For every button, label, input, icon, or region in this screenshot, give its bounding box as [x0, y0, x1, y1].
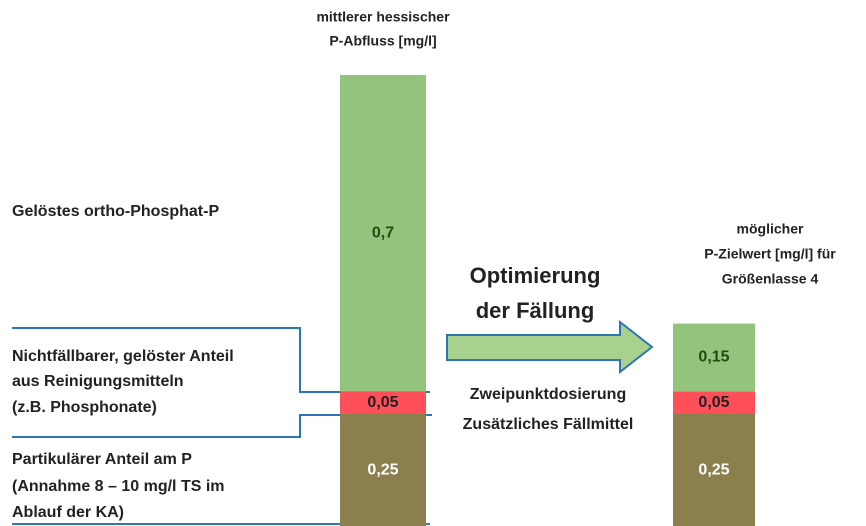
annotation: Optimierung: [470, 263, 601, 288]
legend-label: Nichtfällbarer, gelöster Anteil: [12, 348, 234, 365]
category-label: mittlerer hessischer: [316, 9, 450, 25]
bar-segment: [673, 391, 755, 414]
value-label: 0,15: [698, 349, 729, 366]
annotation: Zweipunktdosierung: [470, 386, 626, 403]
category-label: P-Zielwert [mg/l] für: [704, 246, 836, 262]
annotation: Zusätzliches Fällmittel: [463, 416, 634, 433]
arrow: [446, 319, 654, 375]
legend-label: Gelöstes ortho-Phosphat-P: [12, 203, 219, 220]
legend-label: Partikulärer Anteil am P: [12, 451, 192, 468]
value-label: 0,25: [367, 462, 398, 479]
category-label: möglicher: [737, 221, 804, 237]
bar-segment: [340, 391, 426, 414]
category-label: Größenlasse 4: [722, 271, 819, 287]
value-label: 0,7: [372, 224, 394, 241]
value-label: 0,05: [367, 394, 398, 411]
bar-segment: [340, 75, 426, 392]
legend-label: Ablauf der KA): [12, 504, 124, 521]
legend-label: aus Reinigungsmitteln: [12, 373, 184, 390]
bar-segment: [673, 323, 755, 392]
value-label: 0,25: [698, 462, 729, 479]
legend-label: (z.B. Phosphonate): [12, 399, 157, 416]
annotation: der Fällung: [476, 298, 595, 323]
value-label: 0,05: [698, 394, 729, 411]
legend-label: (Annahme 8 – 10 mg/l TS im: [12, 478, 225, 495]
bar-segment: [340, 414, 426, 526]
bar-segment: [673, 414, 755, 526]
category-label: P-Abfluss [mg/l]: [329, 33, 436, 49]
